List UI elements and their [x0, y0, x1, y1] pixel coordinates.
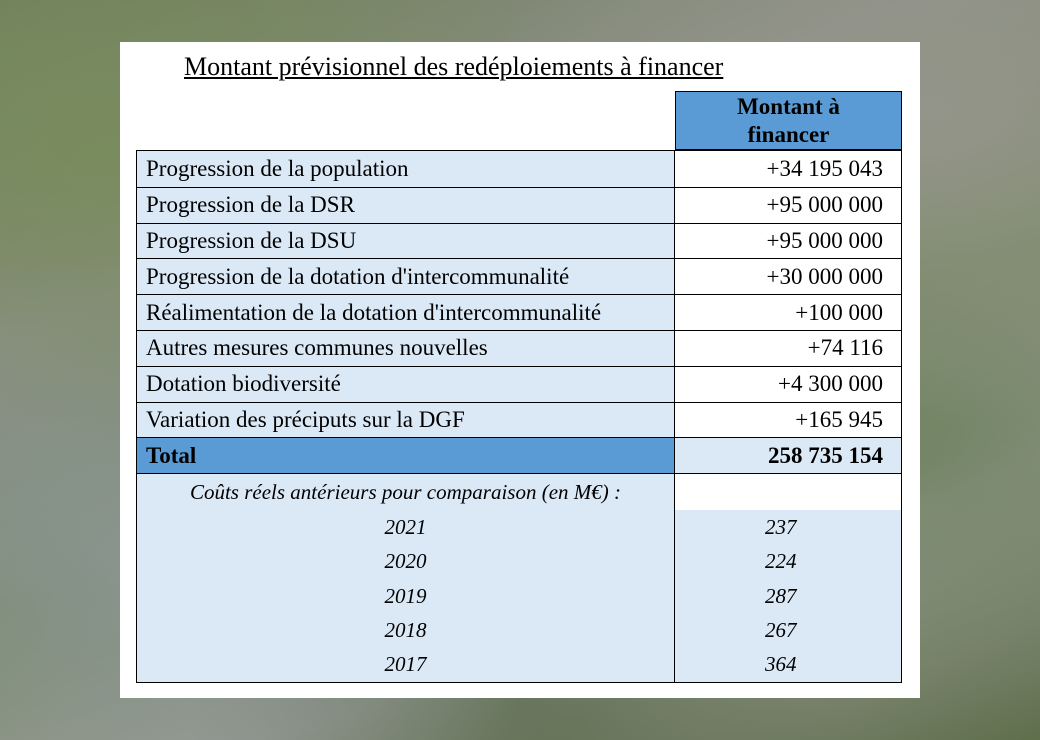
- row-value: +34 195 043: [675, 151, 901, 187]
- comparison-year: 2020: [384, 549, 427, 574]
- comparison-cost: 224: [675, 544, 901, 579]
- comparison-costs-column: 237 224 287 267 364: [675, 474, 901, 683]
- funding-table: Progression de la population +34 195 043…: [136, 150, 902, 684]
- total-value: 258 735 154: [675, 438, 901, 474]
- comparison-year: 2019: [384, 583, 427, 608]
- comparison-cost: 364: [675, 647, 901, 683]
- table-row: Progression de la DSR +95 000 000: [137, 186, 901, 223]
- comparison-year: 2018: [384, 618, 427, 643]
- row-value: +74 116: [675, 330, 901, 366]
- document-title: Montant prévisionnel des redéploiements …: [184, 52, 724, 81]
- table-row: Progression de la population +34 195 043: [137, 151, 901, 187]
- row-label: Autres mesures communes nouvelles: [137, 330, 675, 366]
- comparison-year: 2021: [384, 514, 427, 539]
- row-value: +100 000: [675, 295, 901, 330]
- table-row: Réalimentation de la dotation d'intercom…: [137, 294, 901, 330]
- row-value: +165 945: [675, 402, 901, 438]
- row-value: +95 000 000: [675, 187, 901, 223]
- row-label: Dotation biodiversité: [137, 366, 675, 402]
- table-row: Progression de la DSU +95 000 000: [137, 222, 901, 259]
- document-panel: Montant prévisionnel des redéploiements …: [120, 42, 920, 698]
- comparison-spacer: [675, 474, 901, 510]
- table-row: Progression de la dotation d'intercommun…: [137, 258, 901, 295]
- row-label: Progression de la DSR: [137, 187, 675, 223]
- row-label: Progression de la DSU: [137, 223, 675, 259]
- table-row: Autres mesures communes nouvelles +74 11…: [137, 329, 901, 366]
- total-row: Total 258 735 154: [137, 437, 901, 474]
- comparison-cost: 267: [675, 613, 901, 648]
- column-header-cell: Montant à financer: [675, 91, 902, 150]
- comparison-cost: 287: [675, 578, 901, 614]
- row-label: Progression de la dotation d'intercommun…: [137, 259, 675, 295]
- table-row: Variation des préciputs sur la DGF +165 …: [137, 401, 901, 438]
- comparison-section: Coûts réels antérieurs pour comparaison …: [137, 473, 901, 683]
- row-label: Réalimentation de la dotation d'intercom…: [137, 295, 675, 330]
- row-value: +4 300 000: [675, 366, 901, 402]
- row-label: Variation des préciputs sur la DGF: [137, 402, 675, 438]
- column-header-label: Montant à financer: [737, 93, 840, 147]
- comparison-caption: Coûts réels antérieurs pour comparaison …: [189, 479, 622, 504]
- comparison-cost: 237: [675, 510, 901, 545]
- comparison-year: 2017: [384, 652, 427, 677]
- table-row: Dotation biodiversité +4 300 000: [137, 365, 901, 402]
- comparison-years-column: Coûts réels antérieurs pour comparaison …: [137, 474, 675, 683]
- row-value: +30 000 000: [675, 259, 901, 295]
- total-label: Total: [137, 438, 675, 474]
- row-value: +95 000 000: [675, 223, 901, 259]
- row-label: Progression de la population: [137, 151, 675, 187]
